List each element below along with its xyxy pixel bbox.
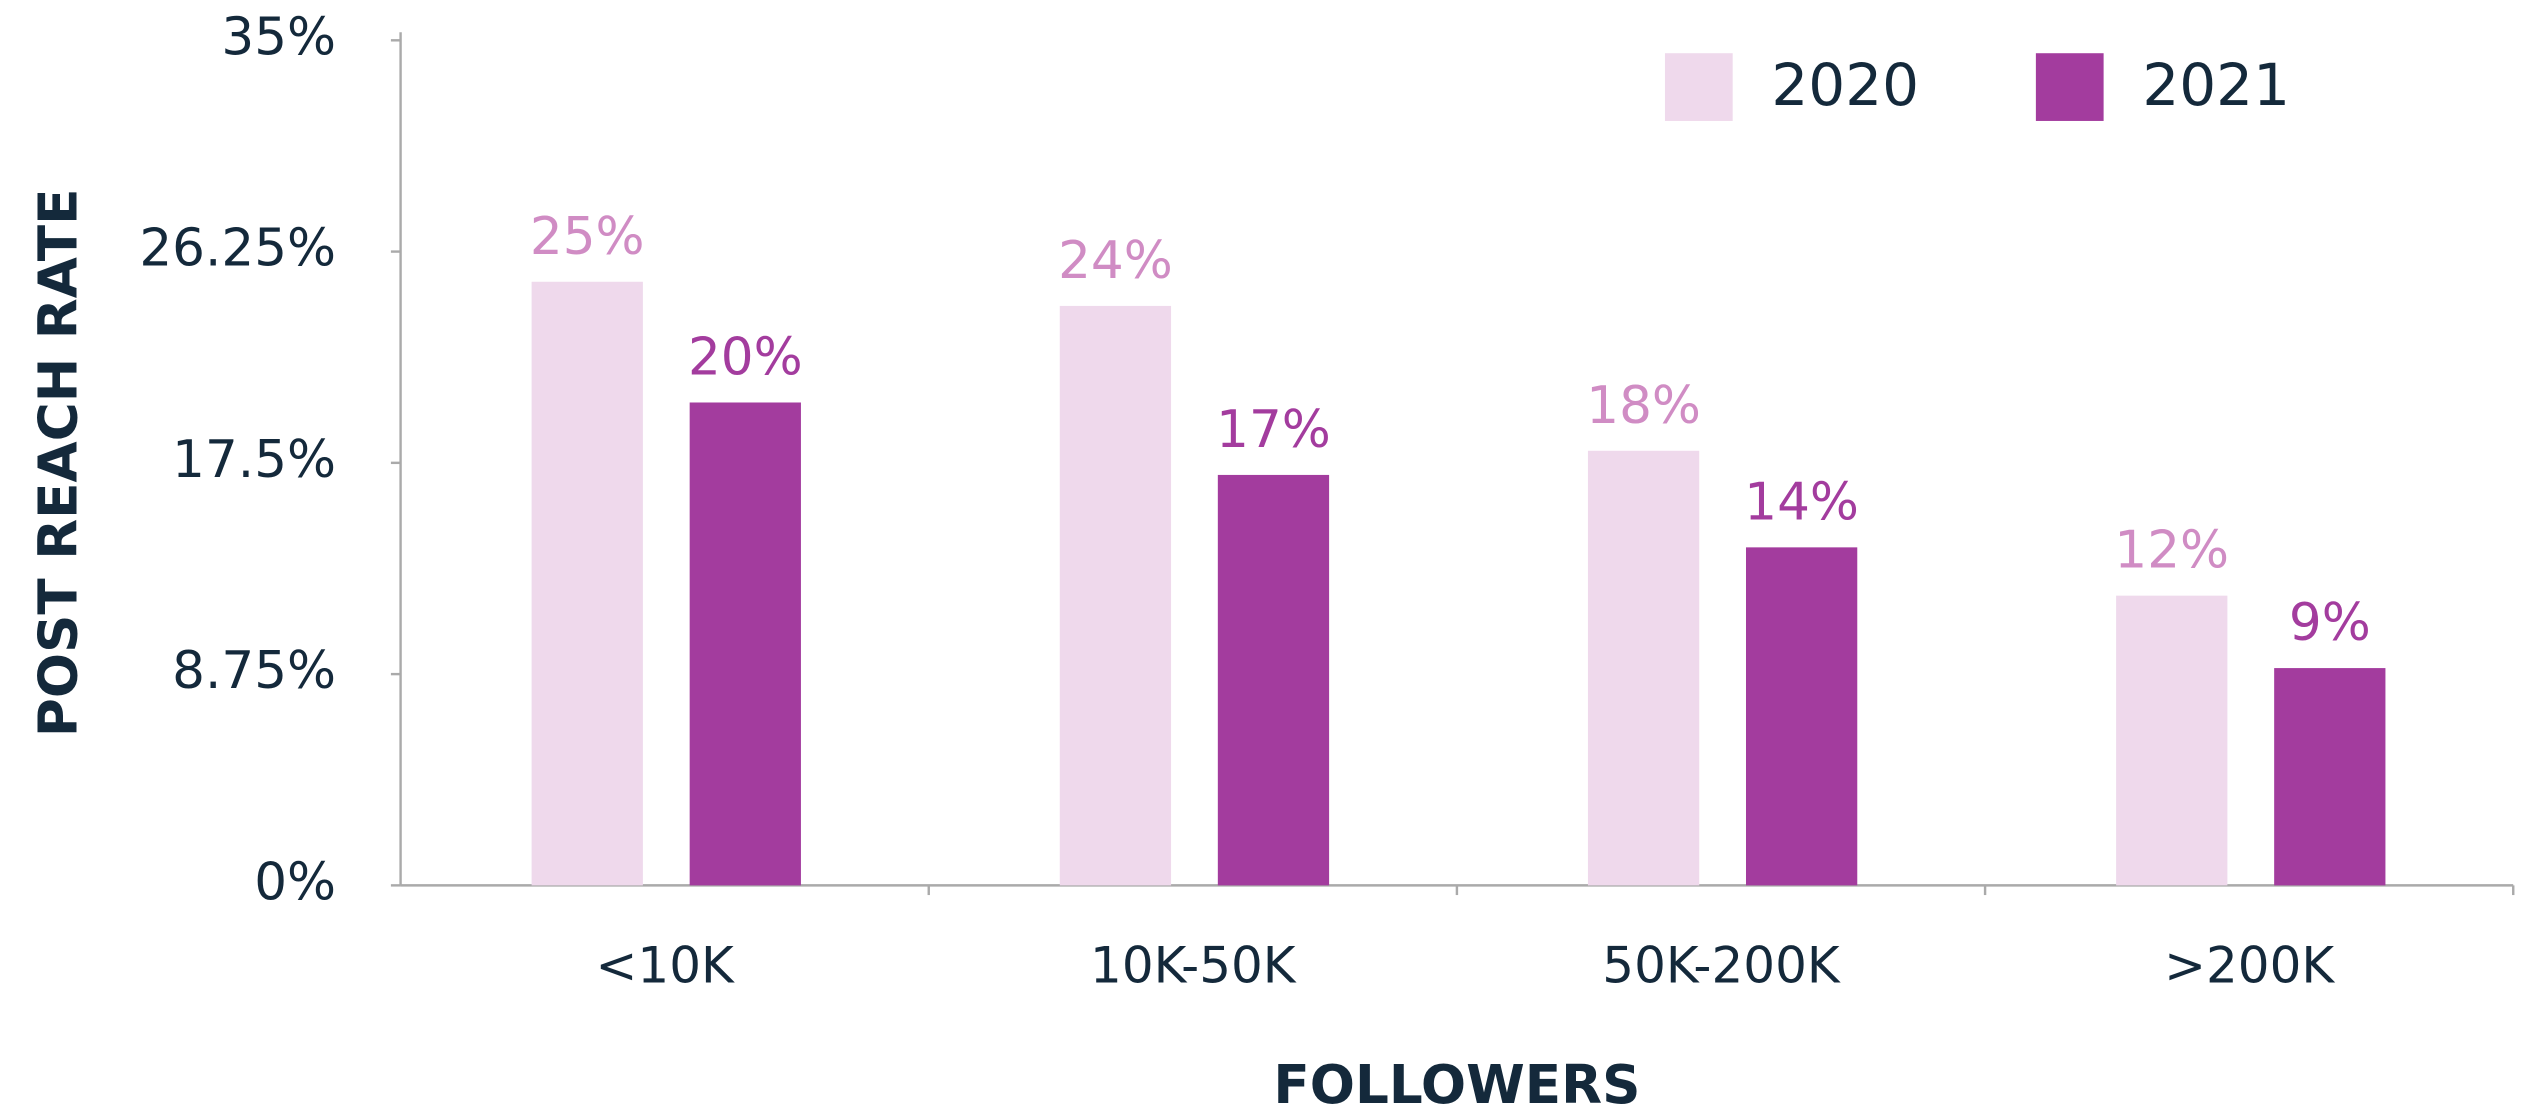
value-label: 25% bbox=[530, 207, 645, 267]
value-label: 17% bbox=[1216, 400, 1331, 460]
bar bbox=[1587, 450, 1700, 886]
x-tick-label: 50K-200K bbox=[1602, 937, 1841, 995]
bar bbox=[531, 281, 643, 886]
x-tick-label: <10K bbox=[596, 937, 735, 995]
bar bbox=[1217, 474, 1330, 886]
legend-label: 2021 bbox=[2142, 51, 2290, 119]
bar bbox=[689, 402, 801, 886]
y-axis-title: POST REACH RATE bbox=[28, 189, 90, 738]
value-label: 24% bbox=[1058, 231, 1173, 291]
value-label: 12% bbox=[2114, 521, 2229, 581]
bar bbox=[2274, 668, 2386, 886]
bar bbox=[2116, 595, 2228, 886]
bar bbox=[1745, 547, 1858, 886]
legend-label: 2020 bbox=[1771, 51, 1919, 119]
bar bbox=[1059, 305, 1172, 886]
value-label: 18% bbox=[1586, 376, 1701, 436]
y-tick-label: 17.5% bbox=[172, 430, 336, 490]
legend-swatch bbox=[1664, 53, 1733, 121]
value-label: 14% bbox=[1744, 472, 1859, 532]
x-tick-label: 10K-50K bbox=[1090, 937, 1297, 995]
y-tick-label: 35% bbox=[221, 7, 336, 67]
y-tick-label: 8.75% bbox=[172, 641, 336, 701]
value-label: 9% bbox=[2289, 593, 2371, 653]
y-tick-label: 0% bbox=[254, 852, 336, 912]
value-label: 20% bbox=[688, 328, 803, 388]
x-tick-label: >200K bbox=[2164, 937, 2335, 995]
x-axis-title: FOLLOWERS bbox=[1273, 1054, 1640, 1116]
legend-swatch bbox=[2035, 53, 2104, 121]
y-tick-label: 26.25% bbox=[139, 219, 336, 279]
